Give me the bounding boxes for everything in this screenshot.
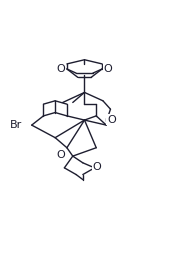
- Text: O: O: [56, 150, 65, 160]
- Text: O: O: [93, 162, 101, 172]
- Text: O: O: [107, 115, 116, 125]
- Text: Br: Br: [10, 120, 22, 131]
- Text: O: O: [56, 64, 65, 74]
- Text: O: O: [104, 64, 112, 74]
